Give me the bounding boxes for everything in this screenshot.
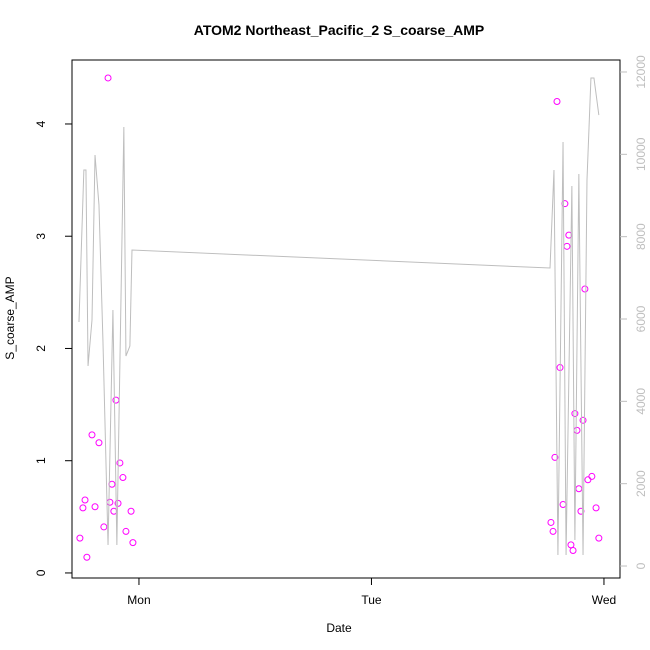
y-tick-label: 2: [34, 345, 48, 352]
data-point: [551, 453, 559, 461]
x-tick-label: Mon: [127, 593, 150, 607]
data-point: [571, 410, 579, 418]
y-tick-label: 1: [34, 457, 48, 464]
data-point: [592, 504, 600, 512]
data-point: [110, 507, 118, 515]
y-tick-label: 0: [34, 569, 48, 576]
data-point: [547, 518, 555, 526]
data-point: [569, 547, 577, 555]
data-point: [79, 504, 87, 512]
data-point: [104, 74, 112, 82]
data-point: [553, 98, 561, 106]
y-axis-label: S_coarse_AMP: [3, 276, 17, 359]
data-point: [100, 523, 108, 531]
data-point: [122, 527, 130, 535]
x-axis-label: Date: [326, 621, 352, 635]
y2-tick-label: 8000: [634, 223, 648, 250]
data-point: [81, 496, 89, 504]
data-point: [581, 285, 589, 293]
data-point: [83, 553, 91, 561]
y-tick-label: 4: [34, 120, 48, 127]
y2-tick-label: 2000: [634, 470, 648, 497]
data-point: [579, 416, 587, 424]
y2-tick-label: 0: [634, 562, 648, 569]
data-point: [119, 474, 127, 482]
data-point: [127, 507, 135, 515]
data-point: [76, 534, 84, 542]
chart-title: ATOM2 Northeast_Pacific_2 S_coarse_AMP: [194, 22, 485, 38]
y2-tick-label: 10000: [634, 137, 648, 171]
data-point: [95, 439, 103, 447]
y2-tick-label: 4000: [634, 388, 648, 415]
y2-tick-label: 6000: [634, 305, 648, 332]
data-point: [88, 431, 96, 439]
x-tick-label: Wed: [592, 593, 616, 607]
data-line: [78, 77, 600, 556]
data-point: [116, 459, 124, 467]
data-point: [588, 472, 596, 480]
data-point: [91, 503, 99, 511]
x-tick-label: Tue: [361, 593, 382, 607]
y2-tick-label: 12000: [634, 55, 648, 89]
y-tick-label: 3: [34, 233, 48, 240]
data-point: [595, 534, 603, 542]
data-point: [549, 527, 557, 535]
data-point: [129, 539, 137, 547]
